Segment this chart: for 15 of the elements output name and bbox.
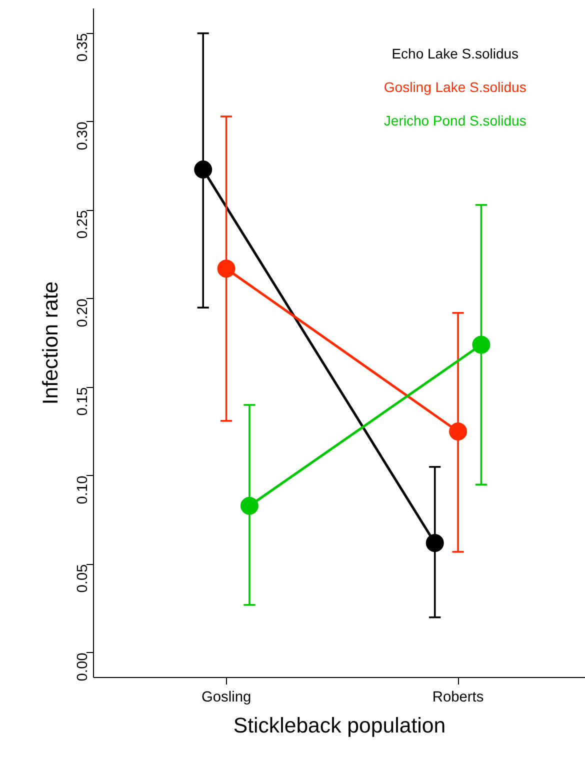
y-tick-label: 0.15 xyxy=(75,387,91,416)
y-tick-label: 0.30 xyxy=(75,122,91,150)
y-tick-label: 0.25 xyxy=(75,210,91,239)
y-tick-label: 0.00 xyxy=(75,652,91,682)
y-tick-label: 0.05 xyxy=(75,564,91,593)
text: Jericho Pond S.solidus xyxy=(384,112,526,129)
x-tick-label: Roberts xyxy=(432,690,484,706)
y-tick-label: 0.10 xyxy=(75,476,91,504)
y-axis-title: Infection rate xyxy=(38,281,62,405)
x-axis-title: Stickleback population xyxy=(233,714,446,738)
x-tick-label: Gosling xyxy=(201,690,252,706)
y-tick-label: 0.35 xyxy=(75,33,91,62)
text: Gosling Lake S.solidus xyxy=(384,79,526,96)
y-tick-label: 0.20 xyxy=(75,298,91,328)
text: Echo Lake S.solidus xyxy=(392,46,519,62)
